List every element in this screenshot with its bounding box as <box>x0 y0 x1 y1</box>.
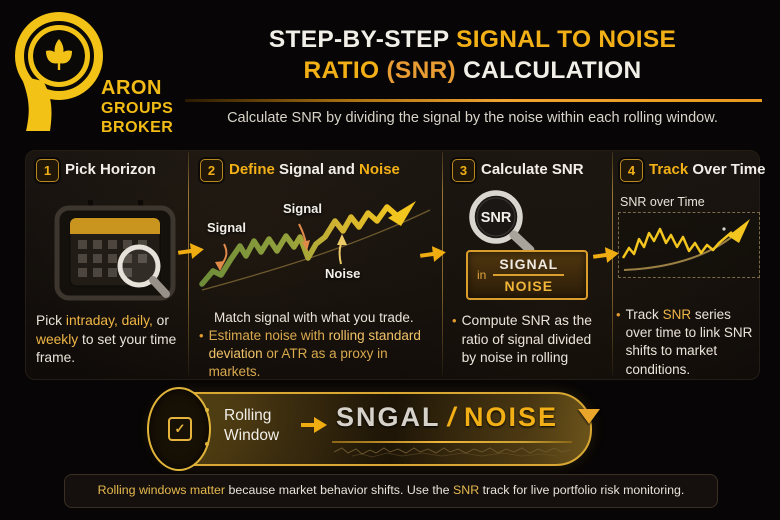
page-title: STEP-BY-STEP SIGNAL TO NOISE RATIO (SNR)… <box>268 26 677 84</box>
step-3-title: Calculate SNR <box>481 161 584 178</box>
step-2-title: Define Signal and Noise <box>229 161 400 178</box>
snr-mini-chart-frame <box>618 212 760 278</box>
aron-groups-logo-icon <box>15 12 103 131</box>
chart-label-signal: Signal <box>207 220 247 235</box>
checkbox-icon: ✓ <box>168 417 192 441</box>
column-divider <box>188 152 189 376</box>
banner-left-medallion <box>147 387 211 471</box>
footer-note: Rolling windows matter because market be… <box>64 474 718 508</box>
formula-denominator: NOISE <box>504 278 554 294</box>
magnifier-icon <box>117 244 170 298</box>
banner-underline <box>332 441 572 443</box>
formula-numerator: SIGNAL <box>493 256 565 276</box>
step-2-description-line1: Match signal with what you trade. <box>214 310 414 325</box>
step-2-description-bullet: • Estimate noise with rolling standard d… <box>199 328 421 380</box>
waveform-squiggle <box>333 447 571 458</box>
rolling-window-label: Rolling Window <box>224 407 280 444</box>
step-1-title: Pick Horizon <box>65 161 156 178</box>
step-1-description: Pick intraday, daily, or weekly to set y… <box>36 313 177 366</box>
signal-noise-chart <box>199 201 431 291</box>
banner-formula: SNGAL / NOISE <box>336 402 559 432</box>
arrow-right-icon <box>301 417 327 433</box>
chart-label-noise: Noise <box>325 266 361 281</box>
title-divider <box>185 99 762 102</box>
column-divider <box>442 152 443 376</box>
mini-chart-title: SNR over Time <box>620 195 705 209</box>
step-3-number-badge: 3 <box>452 159 475 182</box>
leaf-icon <box>46 39 72 70</box>
step-4-description: • Track SNR series over time to link SNR… <box>616 307 753 377</box>
step-4-title: Track Over Time <box>649 161 766 178</box>
step-connector-arrow-icon <box>592 247 619 263</box>
step-connector-arrow-icon <box>177 243 204 259</box>
chart-label-signal: Signal <box>283 201 323 216</box>
step-1-number-badge: 1 <box>36 159 59 182</box>
snr-formula-plaque: in SIGNAL NOISE <box>466 250 588 300</box>
step-3-description: • Compute SNR as the ratio of signal div… <box>452 313 592 366</box>
brand-name: ARON GROUPS BROKER <box>101 77 174 136</box>
formula-prefix: in <box>477 268 487 282</box>
column-divider <box>612 152 613 376</box>
svg-text:SNR: SNR <box>481 210 512 226</box>
step-connector-arrow-icon <box>419 246 446 262</box>
triangle-down-icon <box>578 409 600 424</box>
calendar-icon <box>54 200 176 301</box>
step-4-number-badge: 4 <box>620 159 643 182</box>
rivet-dot <box>205 408 209 412</box>
rivet-dot <box>205 442 209 446</box>
snr-magnifier-icon: SNR <box>469 190 535 254</box>
step-2-number-badge: 2 <box>200 159 223 182</box>
subtitle: Calculate SNR by dividing the signal by … <box>227 110 718 126</box>
snr-mini-chart <box>621 219 750 271</box>
